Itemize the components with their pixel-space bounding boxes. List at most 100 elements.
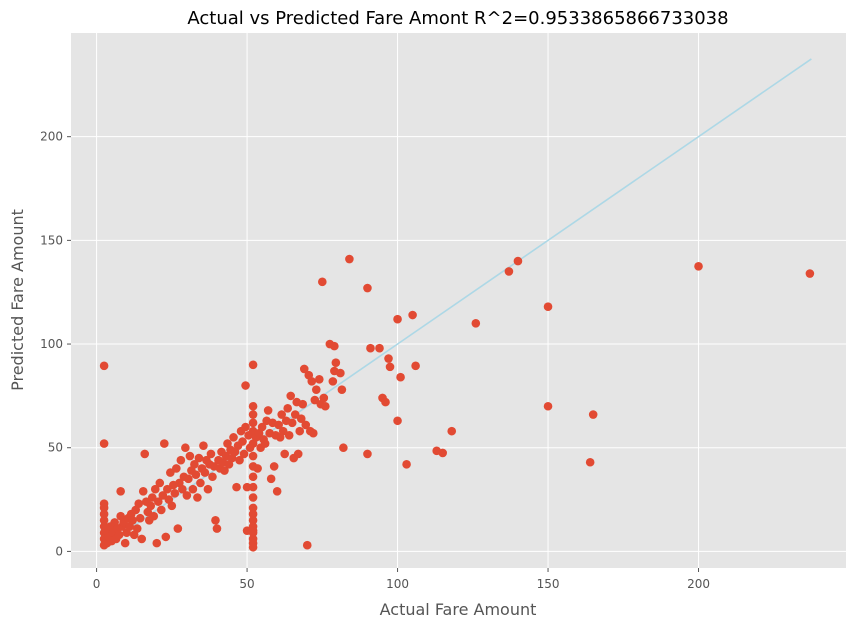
scatter-point — [248, 526, 258, 535]
scatter-point — [345, 254, 354, 264]
scatter-point — [375, 343, 384, 353]
scatter-point — [232, 482, 241, 492]
scatter-point — [263, 406, 273, 415]
scatter-point — [152, 538, 162, 548]
scatter-point — [393, 416, 402, 426]
scatter-point — [366, 343, 375, 353]
scatter-point — [331, 358, 341, 368]
scatter-point — [99, 361, 109, 371]
scatter-point — [248, 509, 258, 519]
scatter-point — [138, 486, 148, 496]
y-tick-label: 150 — [40, 233, 63, 247]
scatter-point — [298, 399, 308, 409]
scatter-point — [411, 361, 420, 371]
scatter-point — [318, 277, 327, 287]
scatter-point — [269, 462, 279, 471]
scatter-point — [315, 374, 324, 384]
scatter-point — [196, 478, 205, 488]
scatter-point — [120, 538, 130, 548]
scatter-point — [381, 397, 390, 407]
scatter-point — [160, 439, 169, 448]
scatter-point — [190, 460, 199, 469]
scatter-point — [248, 482, 258, 492]
scatter-point — [188, 484, 198, 494]
scatter-point — [238, 437, 247, 446]
scatter-point — [396, 372, 405, 382]
scatter-point — [543, 302, 553, 312]
scatter-point — [336, 368, 345, 378]
scatter-point — [135, 513, 145, 523]
scatter-point — [137, 534, 147, 544]
scatter-point — [206, 449, 216, 459]
scatter-point — [296, 414, 306, 423]
scatter-point — [241, 422, 250, 432]
scatter-point — [185, 451, 195, 461]
scatter-point — [588, 410, 598, 419]
scatter-point — [337, 385, 347, 394]
scatter-point — [155, 478, 165, 488]
scatter-point — [471, 319, 481, 328]
scatter-point — [290, 410, 300, 419]
scatter-point — [191, 470, 201, 479]
scatter-point — [248, 542, 258, 552]
scatter-point — [295, 426, 305, 436]
scatter-point — [293, 449, 303, 459]
grid-lines — [71, 33, 846, 568]
scatter-point — [172, 464, 181, 473]
scatter-point — [694, 261, 703, 271]
scatter-point — [241, 381, 250, 390]
scatter-point — [363, 449, 372, 459]
scatter-point — [134, 499, 144, 509]
scatter-point — [543, 401, 553, 411]
scatter-point — [248, 493, 258, 502]
scatter-point — [513, 256, 523, 266]
scatter-point — [257, 422, 267, 432]
y-tick-label: 50 — [48, 441, 63, 455]
x-tick-label: 150 — [537, 577, 560, 591]
scatter-point — [99, 509, 109, 519]
scatter-point — [220, 466, 229, 475]
scatter-point — [283, 404, 292, 413]
scatter-point — [384, 354, 393, 363]
scatter-point — [99, 439, 109, 448]
scatter-point — [311, 385, 321, 394]
scatter-point — [235, 455, 244, 465]
scatter-point — [328, 377, 338, 386]
scatter-point — [248, 516, 258, 525]
scatter-point — [310, 395, 320, 405]
scatter-point — [114, 530, 124, 540]
scatter-point — [302, 540, 312, 550]
y-tick-label: 100 — [40, 337, 63, 351]
scatter-point — [284, 430, 294, 440]
scatter-point — [178, 484, 187, 494]
scatter-point — [147, 493, 157, 502]
x-tick-label: 50 — [239, 577, 254, 591]
scatter-point — [248, 451, 258, 461]
scatter-point — [167, 501, 177, 511]
scatter-point — [248, 360, 258, 370]
scatter-point — [260, 439, 270, 448]
scatter-point — [146, 501, 156, 511]
scatter-point — [182, 491, 192, 500]
x-tick-label: 0 — [93, 577, 101, 591]
scatter-point — [132, 524, 142, 533]
scatter-point — [163, 484, 172, 494]
scatter-point — [299, 364, 309, 374]
scatter-point — [208, 472, 217, 482]
scatter-point — [158, 491, 168, 500]
scatter-point — [301, 420, 311, 430]
scatter-point — [116, 486, 125, 496]
scatter-point — [184, 474, 193, 484]
scatter-point — [193, 493, 202, 502]
chart-title: Actual vs Predicted Fare Amont R^2=0.953… — [187, 8, 728, 29]
plot-area — [71, 33, 846, 568]
x-tick-label: 100 — [386, 577, 409, 591]
scatter-point — [181, 443, 190, 453]
scatter-point — [176, 455, 186, 465]
x-tick-label: 200 — [687, 577, 710, 591]
scatter-point — [339, 443, 348, 453]
y-tick-label: 0 — [55, 544, 63, 558]
x-axis-label: Actual Fare Amount — [380, 600, 537, 619]
y-axis-ticks: 0 50 100 150 200 — [40, 130, 71, 558]
